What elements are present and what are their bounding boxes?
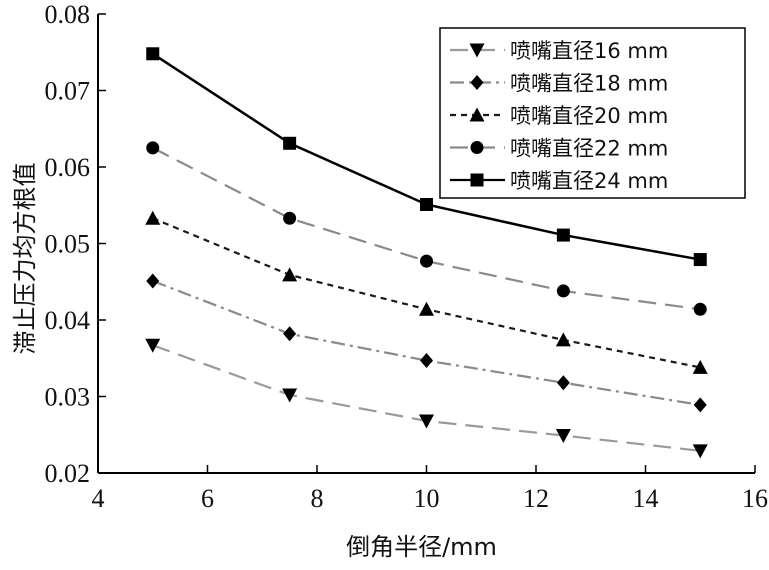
- data-point: [555, 429, 571, 444]
- legend-item: 喷嘴直径22 mm: [450, 137, 668, 161]
- series-3: [145, 210, 708, 374]
- data-point: [693, 253, 707, 267]
- series-line: [152, 279, 701, 407]
- y-tick-label: 0.06: [45, 153, 91, 182]
- x-tick-label: 6: [201, 484, 214, 513]
- legend-marker: [469, 43, 485, 58]
- data-point: [692, 359, 708, 374]
- y-tick-label: 0.08: [45, 0, 91, 29]
- y-tick-label: 0.03: [45, 383, 91, 412]
- y-tick-label: 0.02: [45, 459, 91, 488]
- data-point: [146, 47, 160, 61]
- legend-label: 喷嘴直径20 mm: [510, 104, 668, 128]
- data-point: [283, 211, 297, 225]
- data-point: [282, 267, 298, 282]
- legend-label: 喷嘴直径24 mm: [510, 169, 668, 193]
- x-tick-label: 4: [92, 484, 105, 513]
- x-axis-title: 倒角半径/mm: [346, 533, 497, 561]
- data-point: [420, 197, 433, 211]
- data-point: [145, 210, 161, 225]
- legend-marker: [470, 141, 484, 154]
- x-tick-label: 14: [633, 484, 659, 513]
- y-tick-label: 0.07: [45, 77, 91, 106]
- series-2: [146, 273, 707, 413]
- y-tick-label: 0.05: [45, 230, 91, 259]
- y-axis-title: 滞止压力均方根值: [11, 163, 39, 355]
- y-tick-label: 0.04: [45, 306, 91, 335]
- data-point: [420, 254, 433, 268]
- data-point: [692, 444, 708, 459]
- data-point: [556, 375, 570, 391]
- data-point: [419, 301, 434, 316]
- legend-item: 喷嘴直径20 mm: [450, 104, 668, 128]
- legend-item: 喷嘴直径24 mm: [450, 169, 668, 193]
- axes: 4 6 8 10 12 14 16 0.02 0.03 0.04 0.05 0.06 0.07 0.08: [45, 0, 769, 513]
- data-point: [420, 353, 433, 369]
- x-tick-label: 12: [523, 484, 549, 513]
- series-4: [146, 141, 707, 316]
- data-point: [283, 326, 297, 342]
- legend-marker: [469, 107, 485, 122]
- legend-marker: [470, 75, 484, 90]
- data-point: [556, 228, 570, 242]
- data-point: [282, 388, 298, 403]
- data-point: [283, 136, 297, 150]
- legend-label: 喷嘴直径22 mm: [510, 137, 668, 161]
- x-tick-label: 16: [742, 484, 768, 513]
- legend-label: 喷嘴直径16 mm: [510, 39, 668, 63]
- data-point: [419, 414, 434, 429]
- data-point: [693, 397, 707, 413]
- data-point: [146, 141, 160, 155]
- legend: 喷嘴直径16 mm 喷嘴直径18 mm 喷嘴直径20 mm 喷嘴直径22 mm 喷嘴直径…: [439, 27, 746, 199]
- data-point: [555, 332, 571, 347]
- series-line: [152, 217, 701, 369]
- x-tick-label: 8: [311, 484, 324, 513]
- data-point: [145, 338, 161, 353]
- legend-label: 喷嘴直径18 mm: [510, 72, 668, 96]
- data-point: [146, 273, 160, 289]
- legend-item: 喷嘴直径16 mm: [450, 39, 668, 63]
- legend-box: [439, 27, 746, 199]
- legend-marker: [470, 173, 484, 187]
- series-5: [146, 47, 707, 267]
- legend-item: 喷嘴直径18 mm: [450, 72, 668, 96]
- series-1: [145, 338, 708, 459]
- data-point: [693, 302, 707, 316]
- x-tick-label: 10: [414, 484, 440, 513]
- series-layer: [145, 47, 708, 459]
- data-point: [556, 284, 570, 298]
